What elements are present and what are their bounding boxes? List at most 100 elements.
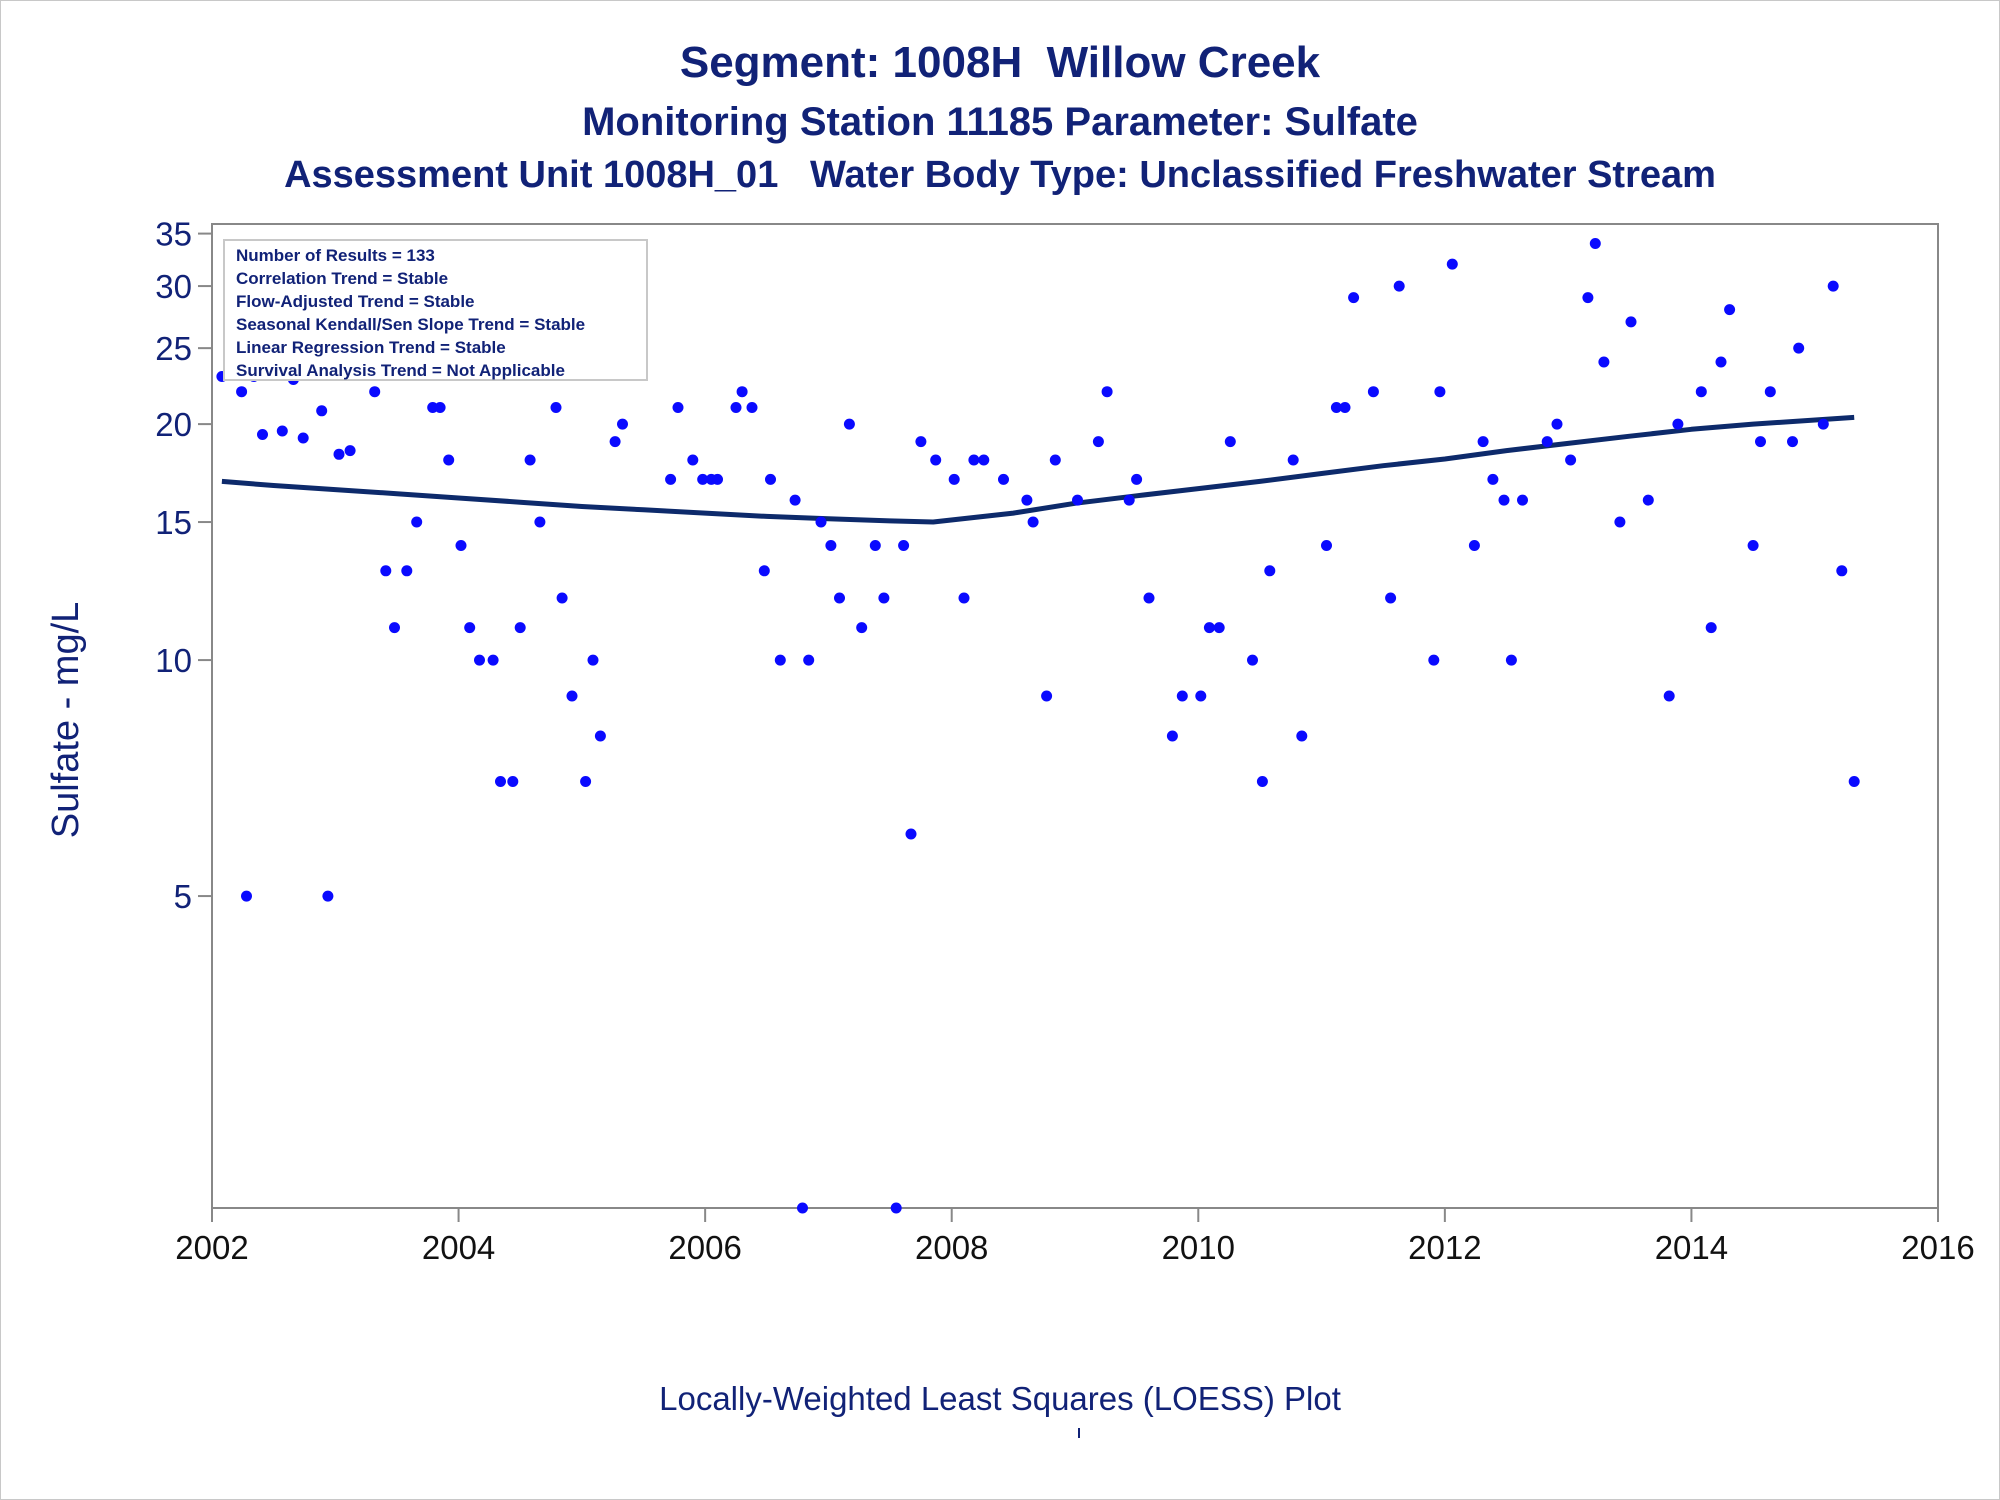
chart-title: Segment: 1008H Willow Creek: [679, 38, 1321, 87]
chart-subtitle-station: Monitoring Station 11185 Parameter: Sulf…: [582, 100, 1418, 144]
data-point: [487, 654, 499, 666]
data-point: [878, 592, 890, 604]
data-point: [746, 402, 758, 413]
y-tick-label: 30: [155, 268, 192, 305]
data-point: [333, 448, 345, 460]
data-point: [1092, 436, 1104, 448]
data-point: [434, 402, 446, 413]
data-point: [1582, 292, 1594, 304]
data-point: [797, 1202, 808, 1214]
data-point: [443, 454, 455, 466]
data-point: [1224, 436, 1236, 448]
data-point: [1203, 622, 1215, 634]
data-point: [411, 516, 423, 528]
data-point: [1041, 690, 1053, 702]
data-point: [241, 890, 252, 902]
data-point: [1498, 494, 1510, 506]
data-point: [550, 402, 562, 413]
data-point: [948, 473, 960, 485]
data-point: [1705, 622, 1717, 634]
data-point: [1663, 690, 1675, 702]
data-point: [464, 622, 476, 634]
data-point: [1446, 258, 1458, 270]
y-tick-label: 35: [155, 216, 192, 253]
data-point: [257, 429, 268, 440]
data-point: [1565, 454, 1577, 466]
data-point: [1747, 540, 1759, 551]
data-point: [1755, 436, 1766, 448]
data-point: [276, 425, 288, 437]
data-point: [1213, 622, 1225, 634]
data-point: [1715, 356, 1727, 368]
data-point: [774, 654, 786, 666]
data-point: [1195, 690, 1207, 702]
data-point: [1428, 654, 1440, 666]
data-point: [758, 565, 770, 577]
data-point: [843, 418, 855, 430]
x-tick-label: 2004: [422, 1229, 495, 1266]
data-point: [1166, 730, 1178, 742]
data-point: [1793, 342, 1805, 354]
data-point: [1477, 436, 1489, 448]
y-tick-label: 15: [155, 504, 192, 541]
data-point: [890, 1202, 902, 1214]
data-point: [1143, 592, 1155, 604]
data-point: [1287, 454, 1299, 466]
data-point: [1131, 473, 1143, 485]
inset-line: Flow-Adjusted Trend = Stable: [236, 292, 475, 311]
data-point: [322, 890, 334, 902]
data-point: [1589, 238, 1601, 249]
data-point: [369, 386, 381, 398]
data-point: [580, 776, 592, 787]
data-point: [1541, 436, 1553, 448]
data-point: [825, 540, 837, 551]
data-point: [968, 454, 980, 466]
data-point: [401, 565, 413, 577]
y-tick-label: 25: [155, 330, 192, 367]
data-point: [958, 592, 970, 604]
plot-layer: 5 10 15 20 25 30 35 2002 2004 2006 2008 2010 2012 201…: [155, 216, 1974, 1266]
x-tick-label: 2012: [1408, 1229, 1481, 1266]
data-point: [534, 516, 546, 528]
data-point: [507, 776, 519, 787]
data-point: [1296, 730, 1308, 742]
data-point: [594, 730, 606, 742]
data-point: [1695, 386, 1707, 398]
chart-subtitle-assessment: Assessment Unit 1008H_01 Water Body Type…: [284, 154, 1716, 196]
x-tick-label: 2014: [1655, 1229, 1728, 1266]
data-point: [915, 436, 927, 448]
data-point: [617, 418, 628, 430]
data-point: [1049, 454, 1061, 466]
data-point: [587, 654, 599, 666]
data-point: [1021, 494, 1033, 506]
chart-footnote: Locally-Weighted Least Squares (LOESS) P…: [659, 1380, 1341, 1417]
data-point: [730, 402, 742, 413]
data-point: [697, 473, 709, 485]
inset-line: Seasonal Kendall/Sen Slope Trend = Stabl…: [236, 315, 585, 334]
data-point: [834, 592, 845, 604]
data-point: [1614, 516, 1626, 528]
data-point: [1264, 565, 1276, 577]
data-point: [389, 622, 400, 634]
data-point: [455, 540, 467, 551]
data-point: [1817, 418, 1829, 430]
data-point: [1848, 776, 1860, 787]
data-point: [998, 473, 1009, 485]
x-tick-label: 2016: [1901, 1229, 1974, 1266]
data-point: [1672, 418, 1684, 430]
data-point: [1505, 654, 1517, 666]
data-point: [1339, 402, 1351, 413]
data-point: [1787, 436, 1798, 448]
data-point: [789, 494, 801, 506]
plot-area-border: [211, 223, 1939, 1209]
data-point: [556, 592, 568, 604]
data-point: [765, 473, 776, 485]
y-tick-label: 20: [155, 406, 192, 443]
data-point: [1517, 494, 1528, 506]
data-point: [1468, 540, 1480, 551]
data-point: [672, 402, 684, 413]
data-point: [1176, 690, 1188, 702]
data-point: [1256, 776, 1268, 787]
data-point: [316, 405, 328, 417]
data-point: [1724, 304, 1736, 316]
